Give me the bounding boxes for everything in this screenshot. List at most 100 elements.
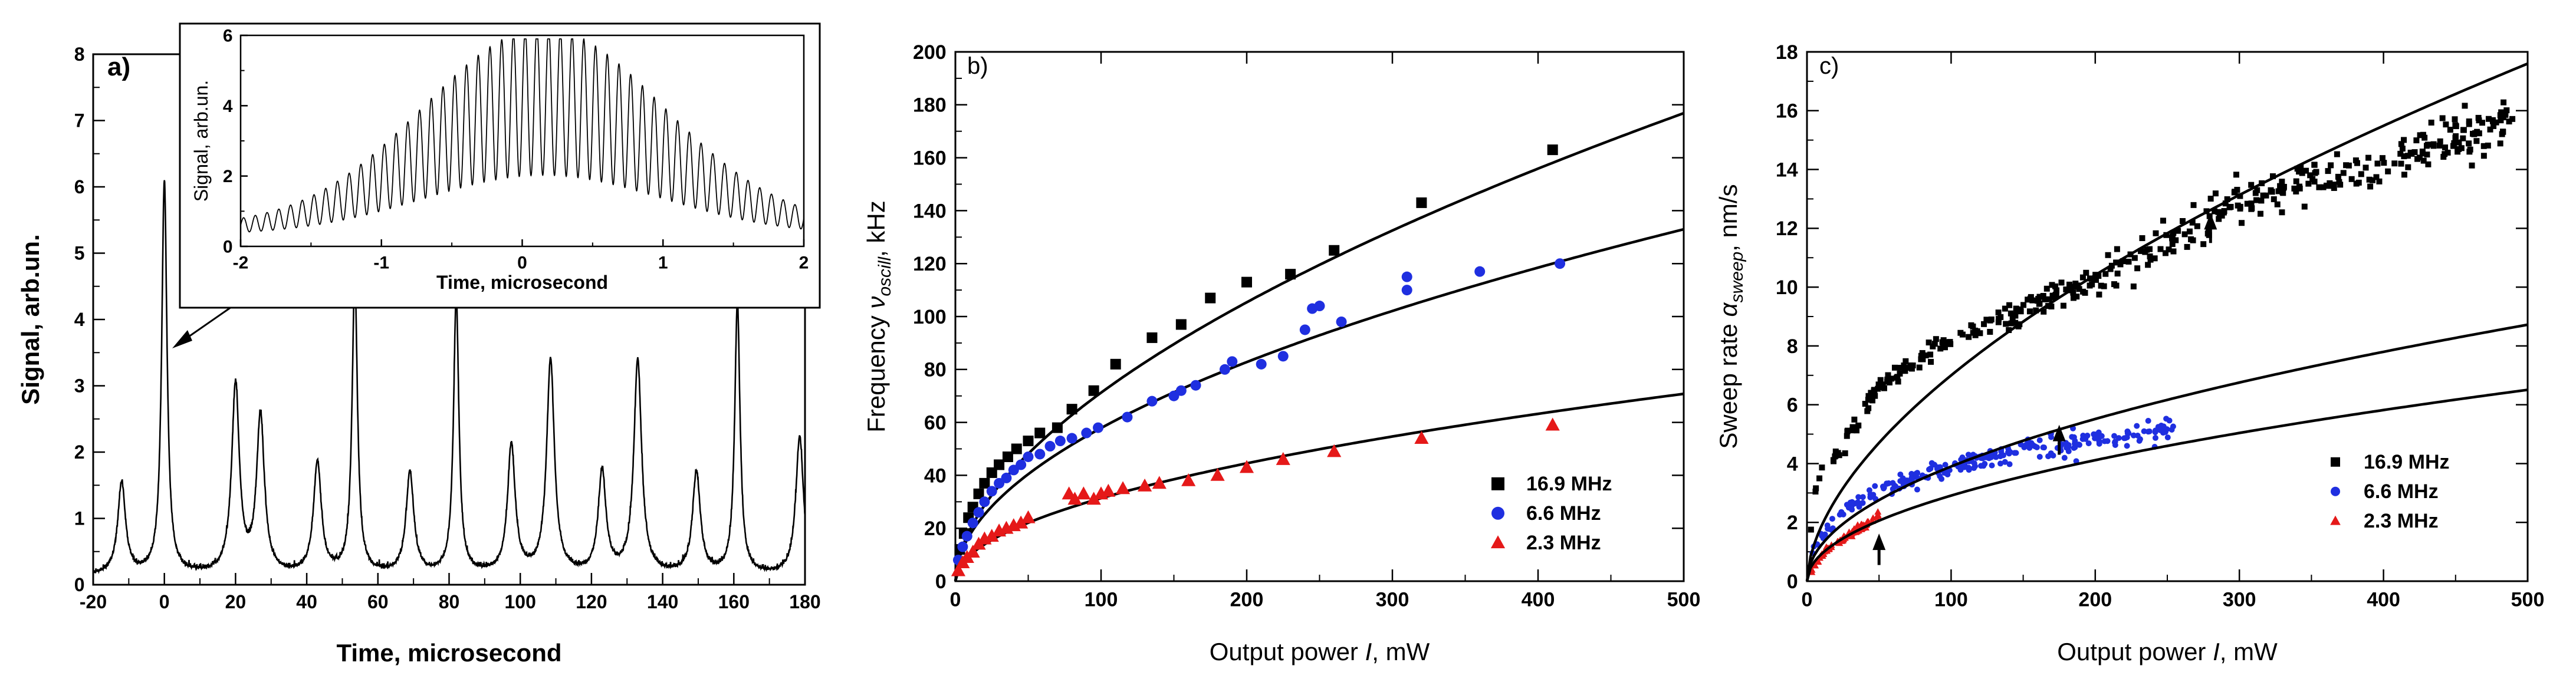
data-point — [2006, 302, 2013, 308]
data-point — [2181, 231, 2188, 238]
data-point — [2043, 285, 2050, 292]
data-point — [1877, 377, 1884, 383]
data-point — [2104, 438, 2111, 444]
data-point — [994, 459, 1005, 470]
data-point — [1190, 380, 1201, 391]
data-point — [1819, 464, 1825, 471]
fit-curve-1 — [1805, 323, 2528, 582]
data-point — [2012, 312, 2018, 318]
panel-b-x-axis-title: Output power I, mW — [1210, 638, 1430, 665]
data-point — [2296, 185, 2303, 192]
data-point — [2151, 255, 2158, 262]
y-tick-label: 120 — [913, 253, 947, 275]
data-point — [1909, 476, 1915, 482]
data-point — [2048, 303, 2055, 309]
data-point — [2480, 153, 2487, 159]
data-point — [1914, 486, 1920, 493]
data-point — [2157, 427, 2164, 433]
data-point — [2397, 150, 2404, 157]
y-tick-label: 6 — [74, 176, 85, 197]
data-point — [967, 518, 978, 529]
data-point — [973, 488, 984, 499]
data-point — [2365, 154, 2372, 161]
panel-c-data-points — [1808, 99, 2516, 575]
y-tick-label: 40 — [924, 464, 947, 487]
data-point — [1401, 285, 1412, 296]
data-point — [2381, 160, 2387, 166]
panel-b-label: b) — [967, 53, 988, 79]
data-point — [2002, 305, 2008, 312]
data-point — [2005, 449, 2012, 456]
data-point — [2160, 218, 2166, 224]
data-point — [1276, 452, 1290, 465]
data-point — [2452, 122, 2459, 128]
data-point — [2271, 196, 2277, 203]
y-tick-label: 2 — [1787, 512, 1798, 534]
data-point — [1849, 499, 1855, 505]
data-point — [1066, 433, 1077, 444]
data-point — [2366, 176, 2373, 183]
data-point — [1277, 351, 1289, 362]
y-tick-label: 1 — [74, 508, 85, 529]
y-tick-label: 14 — [1776, 159, 1798, 181]
data-point — [2070, 289, 2076, 296]
data-point — [1875, 381, 1882, 388]
data-point — [2490, 123, 2497, 129]
data-point — [2293, 188, 2299, 195]
data-point — [2456, 139, 2462, 146]
y-tick-label: 16 — [1776, 100, 1798, 123]
data-point — [1239, 460, 1254, 473]
data-point — [1942, 462, 1949, 468]
data-point — [2036, 301, 2042, 307]
data-point — [1931, 341, 1938, 347]
data-point — [2500, 128, 2506, 135]
data-point — [2354, 160, 2360, 166]
data-point — [2373, 174, 2380, 180]
data-point — [1881, 485, 1887, 491]
panel-c-ticks: 0 100 200 300 400 500 0 2 4 6 8 10 12 14 16 18 — [1776, 41, 2544, 611]
data-point — [2152, 429, 2158, 436]
panel-b: 0 100 200 300 400 500 0 20 40 60 80 100 120 140 160 180… — [862, 41, 1700, 665]
data-point — [2074, 294, 2080, 300]
data-point — [2216, 212, 2223, 218]
data-point — [2443, 121, 2449, 128]
data-point — [2224, 196, 2230, 202]
data-point — [2212, 208, 2218, 215]
data-point — [1808, 526, 1814, 533]
data-point — [1928, 358, 1934, 365]
data-point — [2233, 172, 2240, 178]
panel-c-x-axis-title: Output power I, mW — [2057, 638, 2278, 665]
data-point — [1995, 309, 2002, 316]
data-point — [2467, 146, 2473, 153]
data-point — [2279, 189, 2286, 195]
y-tick-label: 8 — [74, 44, 85, 65]
data-point — [2452, 116, 2458, 123]
data-point — [979, 496, 990, 508]
data-point — [2237, 203, 2243, 210]
data-point — [2215, 209, 2222, 215]
y-tick-label: 200 — [913, 41, 947, 64]
data-point — [2166, 246, 2172, 253]
data-point — [1923, 352, 1929, 358]
data-point — [1866, 396, 1872, 402]
data-point — [1903, 358, 1909, 364]
data-point — [2411, 149, 2418, 156]
data-point — [2331, 184, 2337, 191]
data-point — [2216, 216, 2222, 222]
data-point — [1023, 436, 1034, 447]
data-point — [2425, 161, 2432, 167]
data-point — [1002, 451, 1013, 462]
data-point — [1880, 381, 1886, 388]
data-point — [1937, 473, 1943, 479]
data-point — [1122, 411, 1133, 423]
legend-label: 2.3 MHz — [1526, 532, 1601, 554]
data-point — [2367, 183, 2374, 190]
panel-a-x-axis-title: Time, microsecond — [336, 639, 561, 667]
data-point — [2114, 271, 2121, 277]
data-point — [2157, 246, 2164, 252]
panel-c-fit-curves — [1805, 62, 2528, 582]
data-point — [1997, 460, 2004, 467]
data-point — [2122, 435, 2128, 441]
data-point — [1926, 340, 1932, 346]
data-point — [1001, 472, 1012, 483]
